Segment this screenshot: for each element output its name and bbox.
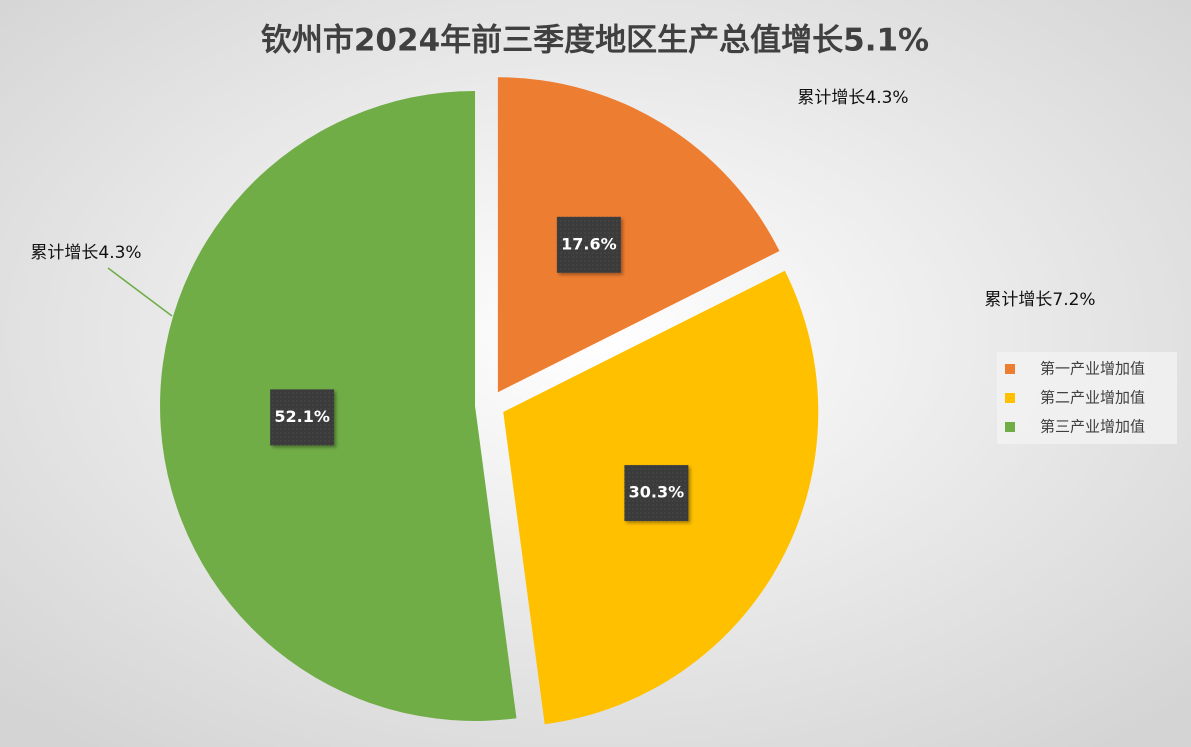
- data-label-box: [556, 216, 621, 273]
- annotation: 累计增长4.3%: [30, 243, 141, 263]
- chart-title: 钦州市2024年前三季度地区生产总值增长5.1%: [261, 23, 929, 59]
- legend-swatch: [1005, 393, 1015, 403]
- legend-swatch: [1005, 364, 1015, 374]
- leader-line: [107, 267, 173, 317]
- legend-label: 第二产业增加值: [1040, 389, 1145, 407]
- data-label: 52.1%: [274, 407, 330, 426]
- pie-slice: [497, 77, 780, 393]
- data-label: 30.3%: [629, 483, 685, 502]
- legend-swatch: [1005, 422, 1015, 432]
- annotation: 累计增长4.3%: [797, 88, 908, 108]
- legend-label: 第一产业增加值: [1040, 360, 1145, 378]
- pie-slice: [160, 90, 517, 721]
- data-label-box: [624, 465, 689, 522]
- data-label-box: [270, 389, 335, 446]
- annotation: 累计增长7.2%: [984, 290, 1095, 310]
- legend-box: [997, 352, 1177, 444]
- legend-label: 第三产业增加值: [1040, 418, 1145, 436]
- data-label: 17.6%: [561, 234, 617, 253]
